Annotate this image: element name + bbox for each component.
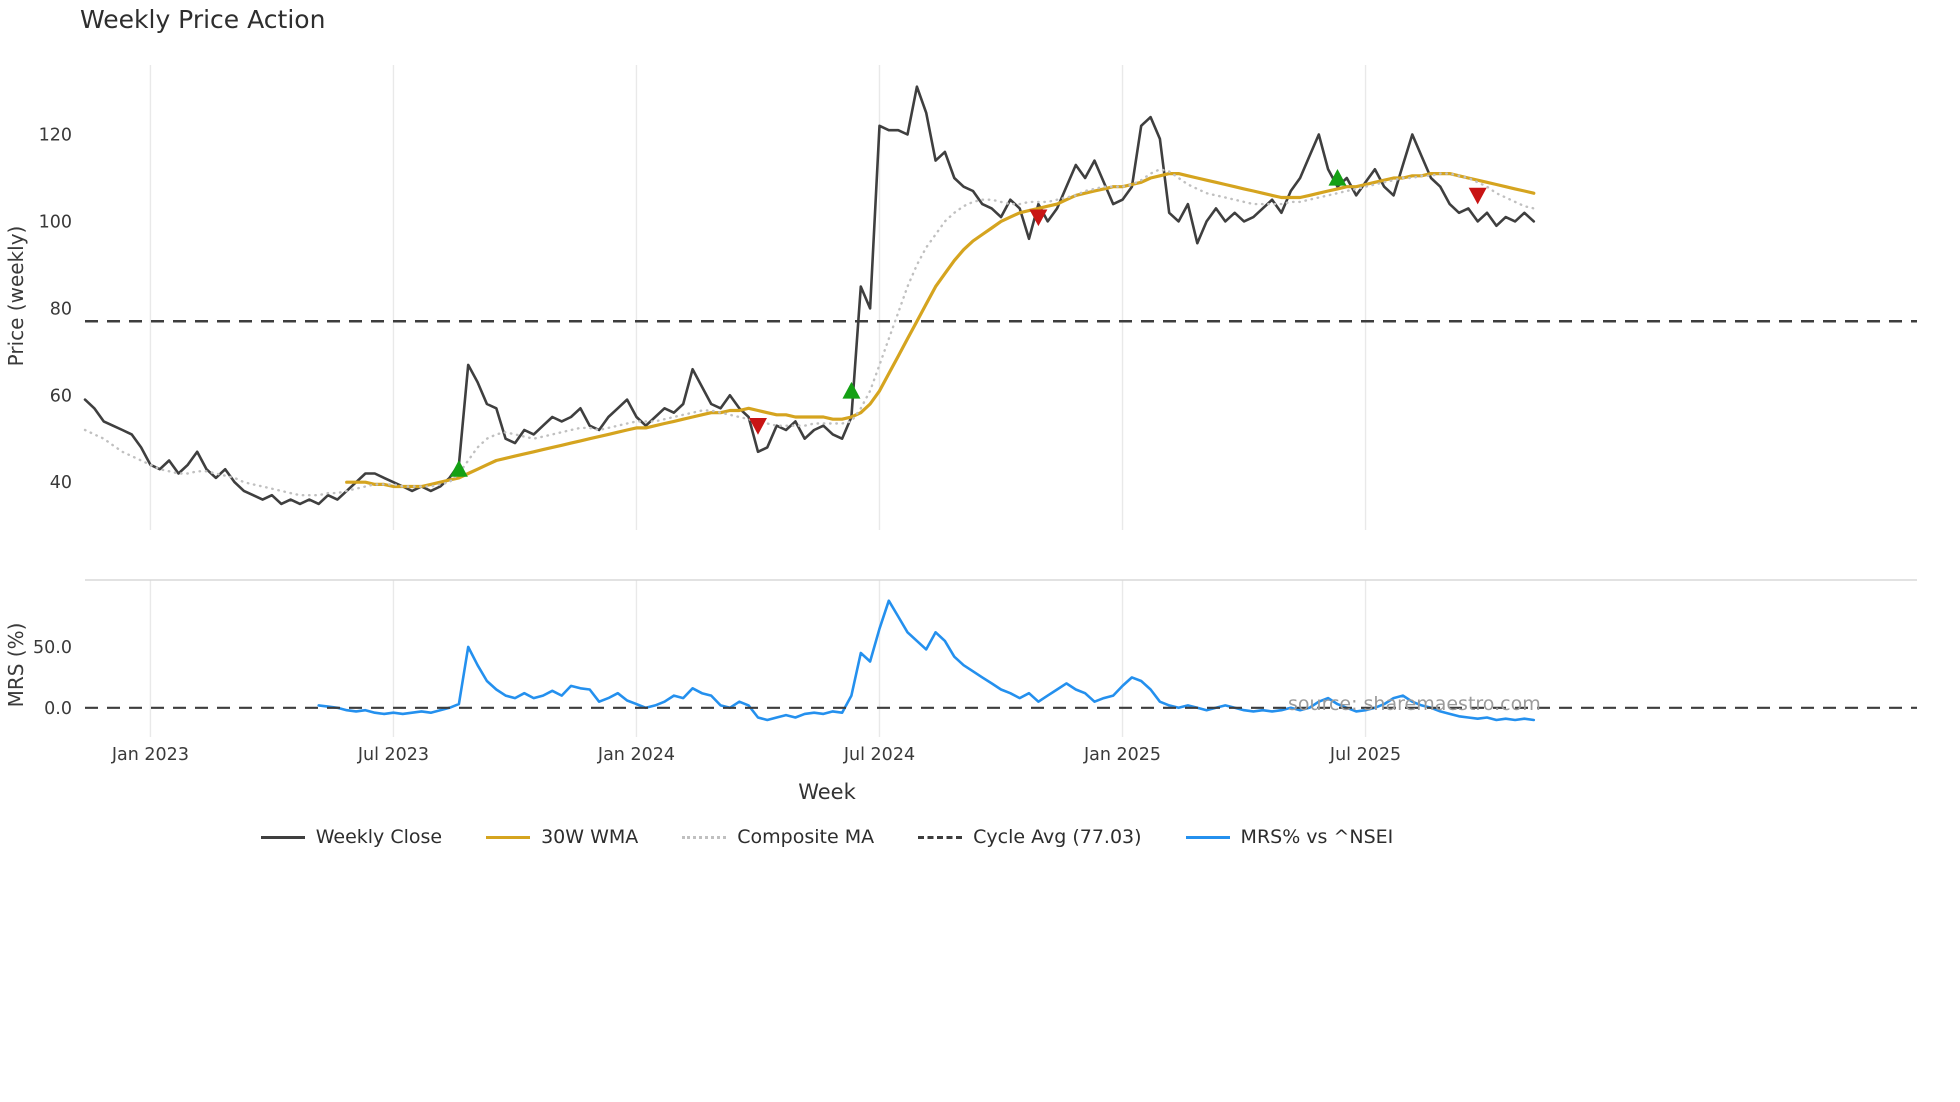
- legend: Weekly Close 30W WMA Composite MA Cycle …: [0, 826, 1654, 848]
- watermark: source: sharemaestro.com: [1288, 693, 1541, 715]
- x-tick-label: Jul 2023: [357, 745, 429, 765]
- buy-signal-icon: [1328, 168, 1347, 186]
- legend-item-cycle-avg: Cycle Avg (77.03): [918, 826, 1142, 848]
- sell-signal-icon: [748, 418, 767, 435]
- legend-label-composite-ma: Composite MA: [737, 826, 875, 848]
- legend-label-cycle-avg: Cycle Avg (77.03): [973, 826, 1142, 848]
- sell-signal-icon: [1468, 187, 1487, 205]
- legend-item-weekly-close: Weekly Close: [260, 826, 443, 848]
- price-y-tick-label: 60: [50, 386, 72, 406]
- legend-swatch-30w-wma-icon: [486, 835, 531, 839]
- series-mrs-vs-nsei: [317, 599, 1536, 722]
- legend-swatch-weekly-close-icon: [260, 835, 305, 839]
- x-tick-label: Jul 2025: [1329, 745, 1401, 765]
- legend-label-30w-wma: 30W WMA: [541, 826, 639, 848]
- series-30w-wma: [345, 172, 1536, 489]
- legend-swatch-composite-ma-icon: [682, 835, 727, 839]
- price-gridlines: [149, 65, 1367, 530]
- legend-item-mrs: MRS% vs ^NSEI: [1185, 826, 1394, 848]
- buy-signal-icon: [449, 460, 468, 477]
- mrs-axis-label: MRS (%): [4, 622, 28, 708]
- mrs-y-tick-labels: 50.0 0.0: [33, 638, 72, 719]
- buy-signal-markers: [449, 168, 1347, 477]
- price-axis-label: Price (weekly): [4, 225, 28, 367]
- series-composite-ma: [83, 168, 1536, 497]
- chart-title: Weekly Price Action: [80, 5, 326, 34]
- x-axis-label: Week: [798, 780, 856, 804]
- legend-item-composite-ma: Composite MA: [682, 826, 874, 848]
- mrs-gridlines: [85, 579, 1917, 737]
- x-tick-label: Jan 2024: [597, 745, 675, 765]
- legend-item-30w-wma: 30W WMA: [486, 826, 638, 848]
- legend-label-weekly-close: Weekly Close: [315, 826, 443, 848]
- mrs-y-tick-label: 50.0: [33, 638, 72, 658]
- price-y-tick-label: 80: [50, 299, 72, 319]
- price-y-tick-label: 40: [50, 473, 72, 493]
- price-y-tick-labels: 40 60 80 100 120: [39, 126, 72, 494]
- mrs-y-tick-label: 0.0: [44, 699, 72, 719]
- sell-signal-markers: [748, 187, 1487, 435]
- x-tick-labels: Jan 2023 Jul 2023 Jan 2024 Jul 2024 Jan 2025…: [111, 745, 1401, 765]
- legend-swatch-cycle-avg-icon: [918, 835, 963, 839]
- price-y-tick-label: 100: [39, 212, 72, 232]
- x-tick-label: Jul 2024: [843, 745, 915, 765]
- series-weekly-close: [83, 85, 1536, 506]
- price-y-tick-label: 120: [39, 126, 72, 146]
- legend-label-mrs: MRS% vs ^NSEI: [1240, 826, 1394, 848]
- legend-swatch-mrs-icon: [1185, 835, 1230, 839]
- sell-signal-icon: [1029, 209, 1048, 227]
- x-tick-label: Jan 2025: [1083, 745, 1161, 765]
- x-tick-label: Jan 2023: [111, 745, 189, 765]
- buy-signal-icon: [842, 381, 861, 399]
